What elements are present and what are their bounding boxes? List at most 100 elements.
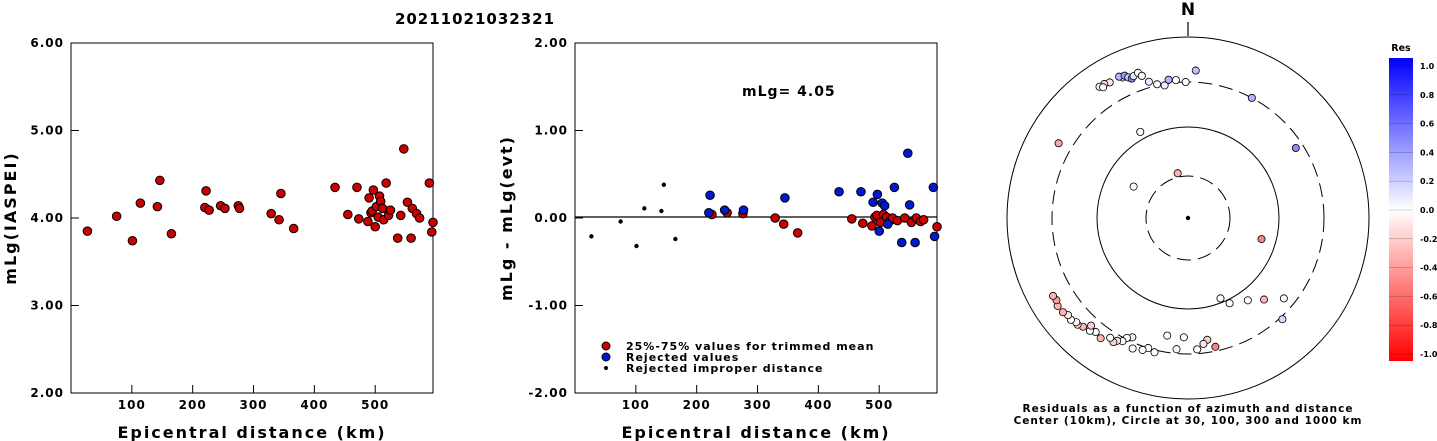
middle-y-ticks: -2.00 -1.00 0.00 1.00 2.00 xyxy=(528,36,583,400)
left-data-point xyxy=(276,188,286,199)
polar-data-point xyxy=(1099,83,1108,92)
rejected-value-point xyxy=(904,200,915,210)
middle-x-ticks: 100 200 300 400 500 xyxy=(622,385,893,412)
colorbar-tick-label: -0.4 xyxy=(1420,264,1437,273)
rejected-value-point xyxy=(882,219,893,229)
rejected-value-point xyxy=(879,200,890,211)
mid-y-tick-label: -1.00 xyxy=(528,299,568,313)
polar-data-point xyxy=(1129,182,1138,191)
trimmed-mean-point xyxy=(932,221,942,232)
polar-data-point xyxy=(1173,169,1182,178)
left-x-tick-label: 200 xyxy=(179,398,207,412)
ring-30km xyxy=(1145,175,1231,261)
polar-data-point xyxy=(1171,76,1180,85)
polar-data-point xyxy=(1179,333,1188,342)
rejected-value-point xyxy=(705,190,715,201)
left-data-point xyxy=(234,203,245,214)
polar-data-point xyxy=(1199,339,1208,348)
colorbar-ticks: 1.0 0.8 0.6 0.4 0.2 0.0 -0.2 -0.4 -0.6 -0.8 -1.0 xyxy=(1389,62,1437,359)
left-data-point xyxy=(381,178,391,188)
left-y-label: mLg(IASPEI) xyxy=(1,151,20,284)
polar-data-point xyxy=(1278,315,1287,324)
left-y-tick-label: 4.00 xyxy=(30,211,64,225)
mid-x-tick-label: 200 xyxy=(683,398,711,412)
polar-data-point xyxy=(1243,296,1252,305)
left-data-point xyxy=(111,211,122,222)
left-data-point xyxy=(370,221,381,232)
left-data-point xyxy=(364,193,374,203)
rejected-value-point xyxy=(902,148,913,159)
left-data-point xyxy=(152,201,163,212)
trimmed-mean-point xyxy=(792,228,803,238)
left-data-point xyxy=(330,182,340,193)
left-data-point xyxy=(398,144,409,154)
legend-marker xyxy=(601,341,611,351)
left-x-tick-label: 500 xyxy=(361,398,389,412)
polar-data-point xyxy=(1164,75,1173,84)
polar-data-point xyxy=(1150,348,1159,357)
rejected-value-point xyxy=(896,237,907,248)
colorbar-tick-label: -0.8 xyxy=(1420,321,1437,330)
colorbar-tick-label: 0.8 xyxy=(1420,91,1435,100)
left-data-point xyxy=(402,197,413,208)
colorbar-tick-label: -0.2 xyxy=(1420,235,1437,244)
left-data-point xyxy=(414,213,425,223)
polar-data-point xyxy=(1049,291,1058,300)
left-data-point xyxy=(428,217,438,228)
left-data-point xyxy=(368,185,379,195)
ring-100km xyxy=(1096,126,1280,310)
ring-1000km xyxy=(1006,36,1370,400)
mid-y-tick-label: 1.00 xyxy=(534,124,568,138)
rejected-value-point xyxy=(910,237,920,248)
polar-data-point xyxy=(1058,308,1067,317)
middle-legend: 25%-75% values for trimmed meanRejected … xyxy=(601,340,873,375)
polar-data-point xyxy=(1211,342,1220,351)
left-data-point xyxy=(343,209,353,220)
left-y-tick-label: 6.00 xyxy=(30,36,64,50)
legend-label: Rejected improper distance xyxy=(626,362,823,375)
rejected-value-point xyxy=(834,186,844,197)
rejected-value-point xyxy=(868,197,878,208)
left-data-point xyxy=(377,203,388,214)
left-data-point xyxy=(135,198,146,208)
polar-data-point xyxy=(1260,295,1269,304)
polar-data-point xyxy=(1163,331,1172,340)
polar-caption-line2: Center (10km), Circle at 30, 100, 300 an… xyxy=(1014,415,1363,427)
rejected-value-point xyxy=(704,207,714,218)
polar-caption-line1: Residuals as a function of azimuth and d… xyxy=(1023,403,1354,415)
left-y-tick-label: 3.00 xyxy=(30,299,64,313)
rejected-value-point xyxy=(780,193,790,203)
polar-data-point xyxy=(1279,294,1288,303)
left-data-point xyxy=(392,233,403,243)
legend-marker xyxy=(604,366,608,370)
colorbar-tick-label: 0.4 xyxy=(1420,148,1435,157)
improper-distance-point xyxy=(661,182,667,187)
left-x-ticks: 100 200 300 400 500 xyxy=(118,385,389,412)
improper-distance-point xyxy=(618,219,623,224)
middle-chart: 100 200 300 400 500 -2.00 -1.00 0.00 1.00 2.00 m… xyxy=(497,36,942,441)
colorbar-tick-label: 0.0 xyxy=(1420,206,1435,215)
colorbar-tick-label: 0.6 xyxy=(1420,120,1435,129)
left-data-point xyxy=(353,214,364,224)
trimmed-mean-point xyxy=(857,218,868,229)
left-x-tick-label: 300 xyxy=(239,398,267,412)
improper-distance-point xyxy=(642,206,647,211)
polar-data-point xyxy=(1247,93,1256,102)
rejected-value-point xyxy=(856,186,866,197)
left-points xyxy=(82,144,438,246)
left-x-label: Epicentral distance (km) xyxy=(117,423,386,441)
mid-x-tick-label: 100 xyxy=(622,398,650,412)
rejected-value-point xyxy=(738,205,749,215)
left-data-point xyxy=(82,226,93,236)
left-data-point xyxy=(395,210,406,221)
polar-data-point xyxy=(1136,127,1145,136)
polar-data-point xyxy=(1216,294,1225,303)
figure-title: 20211021032321 xyxy=(395,10,555,28)
left-y-tick-label: 5.00 xyxy=(30,124,64,138)
colorbar-tick-label: -1.0 xyxy=(1420,350,1437,359)
left-data-point xyxy=(155,175,165,186)
trimmed-mean-point xyxy=(770,213,780,223)
rejected-value-point xyxy=(719,205,730,215)
polar-data-point xyxy=(1225,299,1234,308)
mid-x-tick-label: 500 xyxy=(865,398,893,412)
